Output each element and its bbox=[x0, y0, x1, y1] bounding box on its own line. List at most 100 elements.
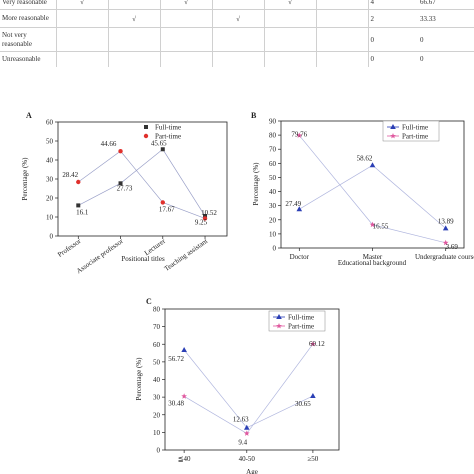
check-cell bbox=[55, 27, 108, 52]
check-cell: √ bbox=[263, 0, 316, 10]
check-cell bbox=[211, 27, 264, 52]
data-point bbox=[369, 162, 376, 168]
data-point bbox=[310, 392, 316, 398]
table-row: Not very reasonable 0 0 bbox=[0, 27, 474, 52]
data-point bbox=[390, 124, 396, 129]
x-tick-label: ≦40 bbox=[178, 455, 191, 463]
count-cell: 0 bbox=[367, 51, 418, 67]
x-tick-label: Master bbox=[363, 253, 383, 261]
x-tick-label: Associate professor bbox=[75, 237, 125, 275]
y-tick-label: 50 bbox=[153, 358, 161, 366]
data-label: 27.73 bbox=[117, 184, 133, 192]
percent-cell: 66.67 bbox=[418, 0, 474, 10]
check-cell bbox=[263, 51, 316, 67]
row-label: Very reasonable bbox=[0, 0, 56, 10]
y-tick-label: 0 bbox=[50, 233, 54, 241]
series-full-time: 56.72 12.63 30.65 bbox=[168, 347, 316, 430]
data-label: 30.65 bbox=[295, 400, 311, 408]
data-point bbox=[243, 424, 250, 430]
data-label: 16.1 bbox=[76, 208, 89, 216]
check-cell bbox=[263, 27, 316, 52]
series-line bbox=[78, 148, 206, 217]
data-point bbox=[296, 206, 303, 212]
x-tick-label: 40-50 bbox=[239, 455, 256, 463]
legend-label: Part-time bbox=[402, 133, 428, 141]
y-tick-label: 70 bbox=[269, 146, 277, 154]
row-label: More reasonable bbox=[0, 9, 56, 28]
series-part-time: 28.42 44.66 17.67 9.25 bbox=[62, 140, 207, 226]
y-tick-label: 80 bbox=[269, 132, 277, 140]
panel-letter: C bbox=[146, 297, 152, 306]
check-cell bbox=[159, 27, 212, 52]
survey-table: Very reasonable √ √ √ 4 66.67 More reasonable √… bbox=[0, 0, 474, 72]
y-tick-label: 70 bbox=[153, 323, 161, 331]
table-row: More reasonable √ √ 2 33.33 bbox=[0, 9, 474, 28]
check-cell bbox=[107, 51, 160, 67]
data-point bbox=[296, 132, 303, 138]
percent-cell: 33.33 bbox=[418, 9, 474, 28]
data-label: 44.66 bbox=[101, 140, 117, 148]
y-tick-label: 10 bbox=[269, 230, 277, 238]
check-cell bbox=[315, 27, 368, 52]
percent-cell: 0 bbox=[418, 27, 474, 52]
y-tick-label: 10 bbox=[153, 429, 161, 437]
row-label: Unreasonable bbox=[0, 51, 56, 67]
data-label: 13.89 bbox=[438, 217, 454, 225]
x-axis-label: Age bbox=[246, 468, 258, 474]
y-tick-label: 50 bbox=[269, 174, 277, 182]
check-cell bbox=[55, 9, 108, 28]
series-full-time: 27.49 58.62 13.89 bbox=[285, 154, 454, 231]
data-point bbox=[181, 347, 187, 353]
table-row: Unreasonable 0 0 bbox=[0, 51, 474, 67]
survey-table-grid: Very reasonable √ √ √ 4 66.67 More reasonable √… bbox=[0, 0, 474, 67]
percent-cell: 0 bbox=[418, 51, 474, 67]
chart-panel-c: C 0 10 20 30 40 50 60 70 80 ≦40 40-50 ≥50 Age Percenta… bbox=[135, 297, 340, 474]
y-tick-label: 60 bbox=[269, 160, 277, 168]
check-cell: √ bbox=[107, 9, 160, 28]
count-cell: 4 bbox=[367, 0, 418, 10]
y-tick-label: 40 bbox=[153, 376, 161, 384]
row-label: Not very reasonable bbox=[0, 27, 56, 52]
panel-letter: B bbox=[251, 111, 257, 120]
data-point bbox=[310, 341, 316, 347]
y-tick-label: 90 bbox=[269, 118, 277, 126]
data-label: 27.49 bbox=[285, 200, 301, 208]
x-axis-label: Positional titles bbox=[121, 255, 165, 263]
y-tick-label: 30 bbox=[153, 394, 161, 402]
x-tick-label: Doctor bbox=[290, 253, 310, 261]
legend-label: Part-time bbox=[155, 133, 181, 141]
data-point bbox=[442, 225, 449, 231]
check-cell bbox=[107, 27, 160, 52]
y-tick-label: 20 bbox=[153, 411, 161, 419]
data-label: 9.4 bbox=[238, 438, 247, 446]
y-tick-label: 40 bbox=[46, 157, 54, 165]
data-label: 56.72 bbox=[168, 355, 184, 363]
data-label: 12.63 bbox=[233, 416, 249, 424]
data-point bbox=[442, 239, 449, 246]
check-cell bbox=[55, 51, 108, 67]
legend-label: Part-time bbox=[288, 323, 314, 331]
series-full-time: 16.1 27.73 45.65 10.52 bbox=[76, 139, 217, 219]
data-point bbox=[390, 133, 396, 139]
y-tick-label: 60 bbox=[46, 119, 54, 127]
check-cell bbox=[315, 0, 368, 10]
data-point bbox=[160, 200, 165, 205]
data-point bbox=[143, 133, 149, 139]
y-tick-label: 30 bbox=[46, 176, 54, 184]
count-cell: 2 bbox=[367, 9, 418, 28]
data-point bbox=[76, 179, 81, 185]
data-label: 10.52 bbox=[201, 209, 217, 217]
y-tick-label: 60 bbox=[153, 341, 161, 349]
table-row: Very reasonable √ √ √ 4 66.67 bbox=[0, 0, 474, 10]
check-cell bbox=[159, 51, 212, 67]
data-label: 3.69 bbox=[446, 243, 459, 251]
data-point bbox=[160, 147, 165, 152]
data-point bbox=[276, 323, 282, 329]
data-label: 9.25 bbox=[195, 218, 208, 226]
check-cell bbox=[315, 9, 368, 28]
data-point bbox=[181, 393, 187, 399]
series-part-time: 30.48 9.4 60.12 bbox=[168, 340, 325, 446]
